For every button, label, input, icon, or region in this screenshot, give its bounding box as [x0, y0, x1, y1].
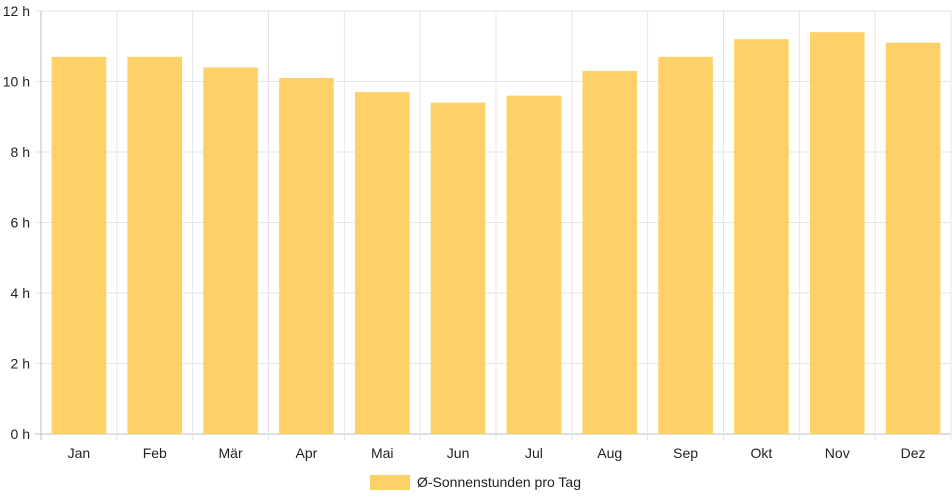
x-tick-label: Jan — [68, 445, 91, 461]
y-tick-label: 8 h — [11, 144, 30, 160]
y-tick-label: 12 h — [3, 3, 30, 19]
bar-feb[interactable] — [127, 56, 183, 434]
y-tick-label: 0 h — [11, 426, 30, 442]
bar-nov[interactable] — [809, 32, 865, 435]
x-tick-label: Dez — [901, 445, 926, 461]
legend-swatch[interactable] — [370, 475, 410, 490]
y-tick-label: 10 h — [3, 74, 30, 90]
bar-sep[interactable] — [658, 56, 713, 434]
x-tick-label: Aug — [597, 445, 622, 461]
grid-lines — [35, 10, 952, 440]
x-tick-label: Nov — [825, 445, 850, 461]
x-axis-ticks: Jan Feb Mär Apr Mai Jun Jul Aug Sep Okt Nov Dez — [68, 445, 926, 461]
bars — [51, 32, 941, 435]
legend-label[interactable]: Ø-Sonnenstunden pro Tag — [417, 474, 581, 490]
bar-okt[interactable] — [734, 39, 789, 434]
x-tick-label: Mai — [371, 445, 394, 461]
bar-jun[interactable] — [430, 102, 486, 435]
legend[interactable]: Ø-Sonnenstunden pro Tag — [370, 474, 581, 490]
bar-apr[interactable] — [279, 77, 334, 434]
x-tick-label: Okt — [751, 445, 773, 461]
x-tick-label: Jun — [447, 445, 470, 461]
x-tick-label: Sep — [673, 445, 698, 461]
x-tick-label: Mär — [219, 445, 243, 461]
y-axis-ticks: 0 h 2 h 4 h 6 h 8 h 10 h 12 h — [3, 3, 30, 442]
x-tick-label: Apr — [296, 445, 318, 461]
x-tick-label: Jul — [525, 445, 543, 461]
y-tick-label: 4 h — [11, 285, 30, 301]
bar-jan[interactable] — [51, 56, 107, 434]
x-tick-label: Feb — [143, 445, 167, 461]
bar-dez[interactable] — [885, 42, 941, 434]
y-tick-label: 6 h — [11, 215, 30, 231]
y-tick-label: 2 h — [11, 356, 30, 372]
bar-mai[interactable] — [354, 92, 410, 434]
bar-jul[interactable] — [506, 95, 562, 434]
bar-mär[interactable] — [203, 67, 258, 435]
bar-aug[interactable] — [582, 70, 638, 435]
